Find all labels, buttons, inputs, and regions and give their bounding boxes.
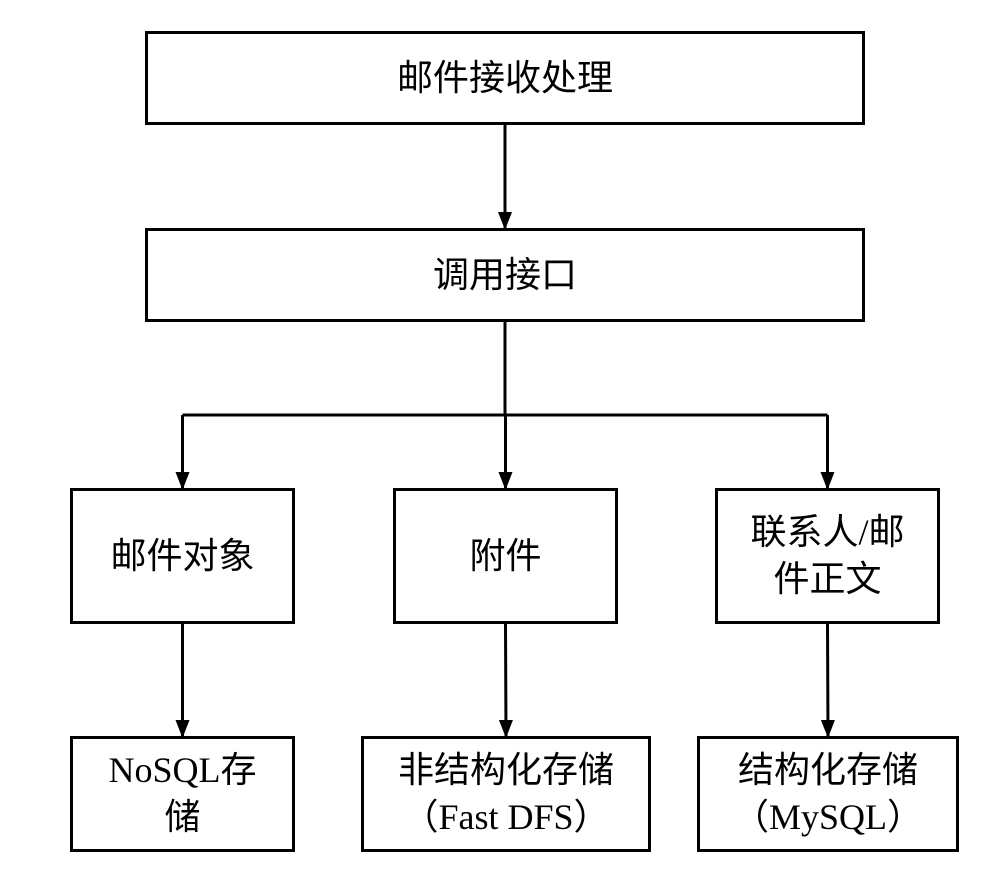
node-attachment: 附件 (393, 488, 618, 624)
node-label: NoSQL存储 (108, 747, 256, 841)
node-mail-receive: 邮件接收处理 (145, 31, 865, 125)
node-contact-body: 联系人/邮件正文 (715, 488, 940, 624)
node-label: 非结构化存储（Fast DFS） (398, 747, 614, 841)
node-label: 联系人/邮件正文 (750, 509, 904, 603)
node-nosql-storage: NoSQL存储 (70, 736, 295, 852)
node-label: 附件 (469, 533, 541, 580)
node-label: 结构化存储（MySQL） (733, 747, 923, 841)
node-label: 调用接口 (433, 252, 577, 299)
node-label: 邮件对象 (110, 533, 254, 580)
node-call-interface: 调用接口 (145, 228, 865, 322)
node-structured-storage: 结构化存储（MySQL） (697, 736, 959, 852)
node-label: 邮件接收处理 (397, 55, 613, 102)
node-unstructured-storage: 非结构化存储（Fast DFS） (361, 736, 651, 852)
node-mail-object: 邮件对象 (70, 488, 295, 624)
